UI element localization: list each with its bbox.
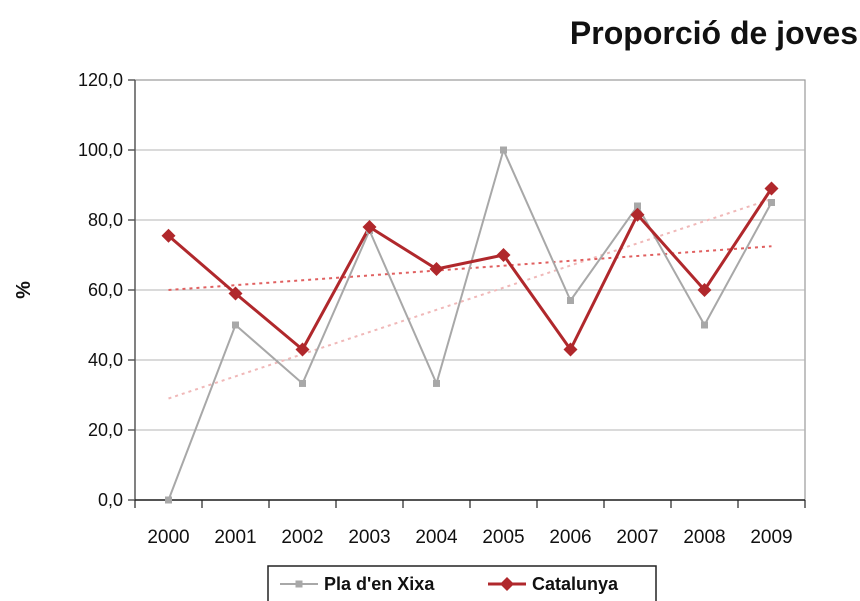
data-point: [161, 228, 176, 243]
y-axis-label: %: [13, 281, 35, 299]
x-tick-label: 2009: [750, 527, 792, 548]
series-line-1: [167, 187, 773, 351]
x-tick-label: 2005: [482, 527, 524, 548]
data-point: [567, 297, 574, 304]
x-tick-label: 2008: [683, 527, 725, 548]
x-tick-label: 2001: [214, 527, 256, 548]
series-line-0: [167, 149, 773, 501]
data-point: [563, 342, 578, 357]
trendline-series-0: [168, 198, 772, 400]
data-point: [630, 207, 645, 222]
data-point: [768, 199, 775, 206]
data-point: [764, 181, 779, 196]
data-point: [429, 262, 444, 276]
data-point: [701, 321, 708, 329]
data-point: [500, 146, 507, 154]
series-group: [161, 146, 779, 504]
y-tick-label: 40,0: [88, 350, 123, 370]
gridlines: [135, 149, 805, 431]
legend-box: [267, 565, 657, 601]
data-point: [433, 379, 440, 387]
data-point: [362, 220, 377, 234]
x-tick-label: 2004: [415, 527, 458, 548]
x-tick-label: 2007: [616, 527, 658, 548]
y-tick-label: 60,0: [88, 280, 123, 300]
x-tick-label: 2000: [147, 527, 189, 548]
data-point: [228, 286, 243, 301]
y-tick-label: 0,0: [98, 490, 123, 510]
y-axis: 0,0 20,0 40,0 60,0 80,0 100,0 120,0: [78, 70, 136, 510]
chart-title: Proporció de joves: [570, 15, 858, 51]
legend-marker-pla: [295, 580, 303, 588]
x-axis: 2000 2001 2002 2003 2004 2005 2006 2007 2008 2009: [134, 499, 806, 548]
legend-label-catalunya: Catalunya: [532, 574, 619, 594]
x-tick-label: 2006: [549, 527, 591, 548]
x-tick-label: 2002: [281, 527, 323, 548]
data-point: [232, 321, 239, 329]
legend-label-pla: Pla d'en Xixa: [324, 574, 435, 594]
data-point: [697, 283, 712, 297]
data-point: [299, 379, 306, 387]
legend-marker-catalunya: [500, 577, 514, 591]
data-point: [634, 202, 641, 210]
y-tick-label: 100,0: [78, 140, 123, 160]
x-tick-label: 2003: [348, 527, 390, 548]
y-tick-label: 120,0: [78, 70, 123, 90]
data-point: [165, 496, 172, 504]
y-tick-label: 20,0: [88, 420, 123, 440]
data-point: [496, 248, 511, 262]
legend: Pla d'en Xixa Catalunya: [267, 565, 657, 601]
data-point: [295, 342, 310, 357]
y-tick-label: 80,0: [88, 210, 123, 230]
